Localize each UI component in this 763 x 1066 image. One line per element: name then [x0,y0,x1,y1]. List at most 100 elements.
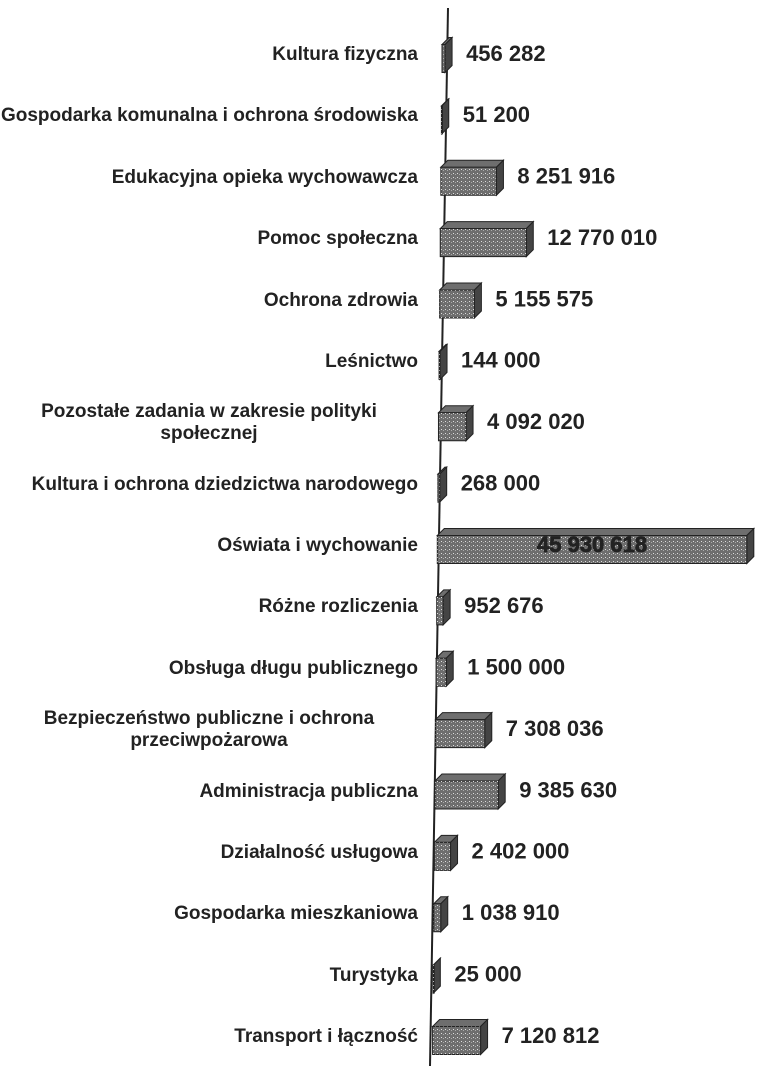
category-label: Turystyka [0,965,418,987]
bar [433,834,459,872]
category-text: Kultura i ochrona dziedzictwa narodowego [31,473,418,495]
category-text: Obsługa długu publicznego [168,657,418,679]
category-label: Gospodarka mieszkaniowa [0,903,418,925]
category-text: Pomoc społeczna [257,228,419,250]
category-label: Transport i łączność [0,1026,418,1048]
bar-texture [436,596,444,625]
value-label: 9 385 630 [519,777,617,802]
category-label: Kultura i ochrona dziedzictwa narodowego [0,474,418,496]
bar [431,1018,489,1056]
category-text: Ochrona zdrowia [263,289,418,311]
bar-texture [432,1026,481,1055]
value-label: 8 251 916 [517,164,615,189]
bar-top [431,1019,489,1027]
category-text: Administracja publiczna [199,780,418,802]
category-label: Obsługa długu publicznego [0,658,418,680]
category-text: Leśnictwo [325,350,418,372]
bar-side [439,343,448,381]
bar [436,527,756,565]
value-label: 952 676 [464,593,544,618]
bar [438,281,483,320]
bar-side [450,834,459,872]
bar-side [445,650,454,688]
value-label: 7 308 036 [506,716,604,741]
bar-texture [439,290,475,318]
bar-side [495,159,504,197]
category-text: Kultura fizyczna [272,44,418,65]
bar [434,711,493,749]
category-label: Administracja publiczna [0,781,418,803]
bar-texture [439,351,441,380]
value-label: 1 038 910 [462,900,560,925]
bar-top [433,773,507,782]
bar [440,97,450,136]
bar-texture [438,412,467,441]
bar-side [480,1018,489,1056]
bar [433,772,507,811]
value-label: 268 000 [461,470,541,495]
bar-side [442,588,451,627]
category-text: Różne rozliczenia [258,596,418,618]
bar-side [440,895,449,933]
category-label: Oświata i wychowanie [0,535,418,557]
bar-texture [442,44,446,73]
bar [435,588,452,627]
value-label: 51 200 [463,102,530,127]
category-text: Gospodarka komunalna i ochrona środowisk… [0,105,418,127]
value-label: 45 930 618 [537,532,647,557]
value-label: 25 000 [454,961,521,986]
category-label: Pomoc społeczna [0,228,419,250]
value-label: 4 092 020 [487,409,585,434]
bar-side [473,281,482,320]
bar-texture [440,228,527,257]
category-text: Bezpieczeństwo publiczne i ochrona przec… [43,708,375,752]
value-label: 1 500 000 [467,655,565,680]
bar [436,465,448,504]
bar [439,220,535,258]
bar [437,343,449,381]
category-text: Oświata i wychowanie [217,535,418,556]
bar [432,895,449,933]
category-label: Gospodarka komunalna i ochrona środowisk… [0,105,418,127]
category-label: Pozostałe zadania w zakresie polityki sp… [0,401,418,445]
bar [434,650,455,688]
bar-side [525,220,534,258]
bar-side [497,772,506,811]
category-label: Edukacyjna opieka wychowawcza [0,167,418,189]
bar [437,404,475,442]
bar-side [484,711,493,749]
value-label: 7 120 812 [502,1023,600,1048]
category-label: Bezpieczeństwo publiczne i ochrona przec… [0,708,418,752]
bar-side [444,36,453,74]
bar-texture [434,781,499,809]
bar-side [439,465,448,504]
bar-top [439,221,535,230]
bar-texture [437,474,440,503]
bar-texture [434,842,451,871]
value-label: 456 282 [466,41,546,66]
value-label: 2 402 000 [472,839,570,864]
category-text: Działalność usługowa [220,841,418,863]
category-text: Turystyka [329,964,418,986]
category-text: Transport i łączność [234,1026,418,1047]
category-label: Ochrona zdrowia [0,290,418,312]
bar-texture [435,719,485,748]
bar-top [434,712,493,721]
value-label: 144 000 [461,348,541,373]
bar [440,36,454,74]
bar-texture [437,535,747,564]
category-label: Leśnictwo [0,351,418,373]
category-text: Pozostałe zadania w zakresie polityki sp… [41,401,377,445]
bar-texture [436,658,447,687]
value-label: 12 770 010 [547,225,657,250]
value-label: 5 155 575 [495,286,593,311]
bar-texture [441,105,443,134]
bar-top [439,159,505,168]
bar-side [746,527,755,565]
bar-texture [440,167,497,196]
category-label: Kultura fizyczna [0,44,418,66]
category-text: Gospodarka mieszkaniowa [174,903,418,925]
bar-texture [433,965,435,994]
